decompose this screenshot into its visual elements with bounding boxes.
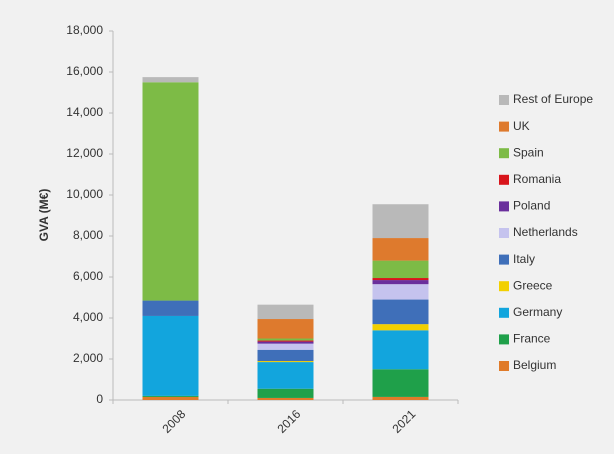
y-tick-label: 12,000 (66, 146, 103, 160)
bar-segment (372, 330, 429, 370)
legend-swatch (499, 201, 509, 212)
bar-segment (372, 324, 429, 331)
y-tick-label: 2,000 (73, 351, 103, 365)
bar-segment (372, 396, 429, 400)
legend-label: Belgium (513, 358, 556, 372)
legend-swatch (499, 174, 509, 185)
bar-segment (372, 369, 429, 397)
bar-segment (372, 260, 429, 279)
bar-segment (257, 361, 314, 363)
y-tick-label: 8,000 (73, 228, 103, 242)
bar-segment (257, 304, 314, 320)
legend-swatch (499, 121, 509, 132)
bar-segment (142, 395, 199, 397)
y-tick-label: 18,000 (66, 23, 103, 37)
legend-swatch (499, 148, 509, 159)
bar-segment (257, 362, 314, 389)
legend-label: Germany (513, 305, 562, 319)
legend-label: France (513, 332, 551, 346)
bar-segment (372, 204, 429, 239)
y-tick-label: 6,000 (73, 269, 103, 283)
legend-label: Greece (513, 278, 553, 292)
legend-label: Italy (513, 252, 535, 266)
legend-swatch (499, 281, 509, 292)
bar-segment (142, 396, 199, 400)
bar-segment (257, 340, 314, 342)
legend-swatch (499, 334, 509, 345)
legend-label: Spain (513, 145, 544, 159)
bar-segment (372, 284, 429, 300)
y-tick-label: 14,000 (66, 105, 103, 119)
legend-swatch (499, 361, 509, 371)
bar-segment (257, 338, 314, 341)
legend-label: Rest of Europe (513, 92, 593, 106)
bar-segment (257, 397, 314, 400)
bar-segment (257, 319, 314, 339)
bar-segment (257, 388, 314, 398)
bar-segment (372, 238, 429, 261)
bar-segment (257, 349, 314, 362)
y-axis-label: GVA (M€) (37, 189, 51, 242)
legend-swatch (499, 228, 509, 238)
bar-segment (142, 300, 199, 316)
legend-label: Romania (513, 172, 561, 186)
y-tick-label: 10,000 (66, 187, 103, 201)
legend-swatch (499, 254, 509, 265)
bar-segment (372, 278, 429, 281)
bar-segment (372, 299, 429, 325)
y-tick-label: 16,000 (66, 64, 103, 78)
legend-swatch (499, 307, 509, 318)
y-tick-label: 4,000 (73, 310, 103, 324)
bar-segment (257, 343, 314, 350)
bar-segment (142, 77, 199, 83)
bar-segment (142, 315, 199, 396)
legend-label: Netherlands (513, 225, 578, 239)
y-tick-label: 0 (96, 392, 103, 406)
bar-segment (142, 82, 199, 301)
legend-swatch (499, 95, 509, 105)
bar-segment (372, 280, 429, 285)
bar-segment (257, 341, 314, 344)
legend-label: Poland (513, 199, 550, 213)
legend-label: UK (513, 119, 530, 133)
